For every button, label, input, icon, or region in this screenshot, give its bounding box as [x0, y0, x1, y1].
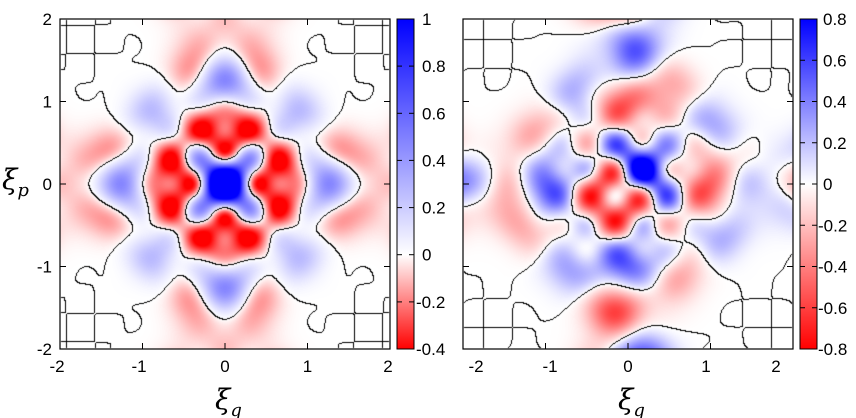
- colorbar-right: 0.8 0.6 0.4 0.2 0 -0.2 -0.4 -0.6 -0.8: [799, 10, 847, 359]
- x-tick-label: -1: [131, 357, 146, 376]
- x-tick-label: -1: [542, 357, 557, 376]
- y-ticks-left: 2 1 0 -1 -2: [37, 10, 390, 359]
- y-tick-label: 1: [43, 93, 52, 112]
- y-axis-label-left: ξp: [2, 163, 29, 201]
- y-tick-label: -2: [37, 340, 52, 359]
- colorbar-tick-label: 0.8: [823, 10, 847, 29]
- colorbar-tick-label: 1: [422, 10, 431, 29]
- colorbar-tick-label: -0.2: [818, 216, 847, 235]
- colorbar-tick-label: 0.6: [823, 51, 847, 70]
- colorbar-tick-label: 0.8: [422, 57, 446, 76]
- x-axis-label-right: ξq: [618, 383, 645, 418]
- y-ticks-right: [463, 18, 793, 350]
- colorbar-tick-label: 0: [422, 246, 431, 265]
- colorbar-tick-label: -0.8: [818, 340, 847, 359]
- panel-left: 2 1 0 -1 -2 -2 -1 0 1 2 ξq ξp: [2, 10, 446, 418]
- y-tick-label: 0: [43, 175, 52, 194]
- x-tick-label: 2: [771, 357, 780, 376]
- colorbar-tick-label: 0.2: [422, 199, 446, 218]
- x-ticks-right: -2 -1 0 1 2: [462, 19, 794, 376]
- colorbar-tick-label: -0.2: [416, 293, 445, 312]
- x-tick-label: 1: [303, 357, 312, 376]
- colorbar-tick-label: 0.4: [823, 93, 847, 112]
- colorbar-tick-label: -0.6: [818, 299, 847, 318]
- colorbar-tick-label: 0.6: [422, 104, 446, 123]
- x-ticks-left: -2 -1 0 1 2: [49, 19, 393, 376]
- x-tick-label: -2: [468, 357, 483, 376]
- panel-right: -2 -1 0 1 2 ξq 0.8 0.6 0.4: [462, 10, 847, 418]
- colorbar-gradient: [396, 18, 415, 350]
- heatmap-right: [463, 19, 793, 349]
- y-tick-label: -1: [37, 258, 52, 277]
- y-tick-label: 2: [43, 10, 52, 29]
- colorbar-tick-label: 0.4: [422, 151, 446, 170]
- x-tick-label: -2: [49, 357, 64, 376]
- heatmap-left: [60, 19, 390, 349]
- colorbar-tick-label: -0.4: [818, 258, 847, 277]
- colorbar-tick-label: 0.2: [823, 134, 847, 153]
- colorbar-left: 1 0.8 0.6 0.4 0.2 0 -0.2 -0.4: [396, 10, 446, 359]
- x-tick-label: 0: [220, 357, 229, 376]
- x-axis-label-left: ξq: [215, 383, 242, 418]
- colorbar-tick-label: -0.4: [416, 340, 445, 359]
- colorbar-tick-label: 0: [823, 175, 832, 194]
- x-tick-label: 2: [383, 357, 392, 376]
- x-tick-label: 1: [701, 357, 710, 376]
- x-tick-label: 0: [623, 357, 632, 376]
